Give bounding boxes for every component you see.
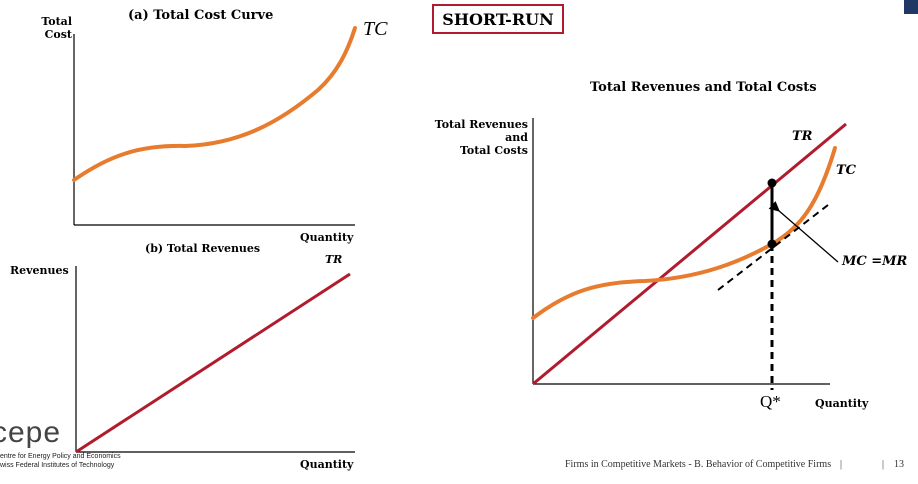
panel-c-ylabel-line3: Total Costs: [459, 144, 528, 157]
panel-b-tr-line: [75, 272, 351, 454]
footer-text: Firms in Competitive Markets - B. Behavi…: [565, 459, 832, 470]
panel-a-tc-label: TC: [363, 18, 388, 40]
cepe-logo-text: cepe: [0, 416, 62, 449]
panel-b-tr-label: TR: [325, 253, 343, 266]
cepe-logo-line2: wiss Federal Institutes of Technology: [0, 462, 115, 469]
panel-c-title: Total Revenues and Total Costs: [590, 80, 817, 95]
panel-c-mc-mr-pointer-arrow: [768, 200, 839, 263]
panel-a-ylabel: Total Cost: [36, 15, 72, 41]
panel-b-xlabel: Quantity: [300, 458, 354, 471]
panel-c-xlabel: Quantity: [815, 397, 869, 410]
cepe-logo: cepe entre for Energy Policy and Economi…: [0, 416, 130, 484]
panel-c-ylabel: Total Revenues and Total Costs: [420, 118, 528, 157]
panel-b-title: (b) Total Revenues: [145, 242, 261, 255]
footer-separator-1: |: [840, 459, 843, 470]
panel-c-tr-line: [532, 122, 847, 386]
panel-b-ylabel: Revenues: [10, 264, 69, 277]
short-run-badge: SHORT-RUN: [432, 4, 564, 34]
corner-accent-tab: [904, 0, 918, 14]
panel-c-axes: [532, 118, 830, 385]
panel-a-title: (a) Total Cost Curve: [128, 8, 274, 23]
panel-a-axes: [73, 34, 355, 226]
panel-a-ylabel-line1: Total: [41, 15, 72, 28]
panel-c-ylabel-line1: Total Revenues: [434, 118, 528, 131]
footer-separator-2: |: [882, 459, 885, 470]
panel-a-ylabel-line2: Cost: [44, 28, 72, 41]
panel-c-mc-mr-label: MC =MR: [842, 254, 908, 269]
cepe-logo-line1: entre for Energy Policy and Economics: [0, 453, 121, 460]
panel-c-q-star-label: Q*: [760, 392, 781, 411]
panel-b-axes: [75, 266, 355, 453]
panel-c-tc-curve: [531, 146, 837, 320]
panel-c-tc-label: TC: [836, 163, 857, 178]
panel-c-tr-label: TR: [792, 129, 813, 144]
panel-c-tc-point: [767, 239, 777, 249]
panel-c-tr-point: [767, 178, 777, 188]
panel-a-tc-curve: [72, 26, 357, 182]
panel-a-xlabel: Quantity: [300, 231, 354, 244]
panel-c-ylabel-line2: and: [505, 131, 528, 144]
page-number: 13: [894, 459, 904, 470]
